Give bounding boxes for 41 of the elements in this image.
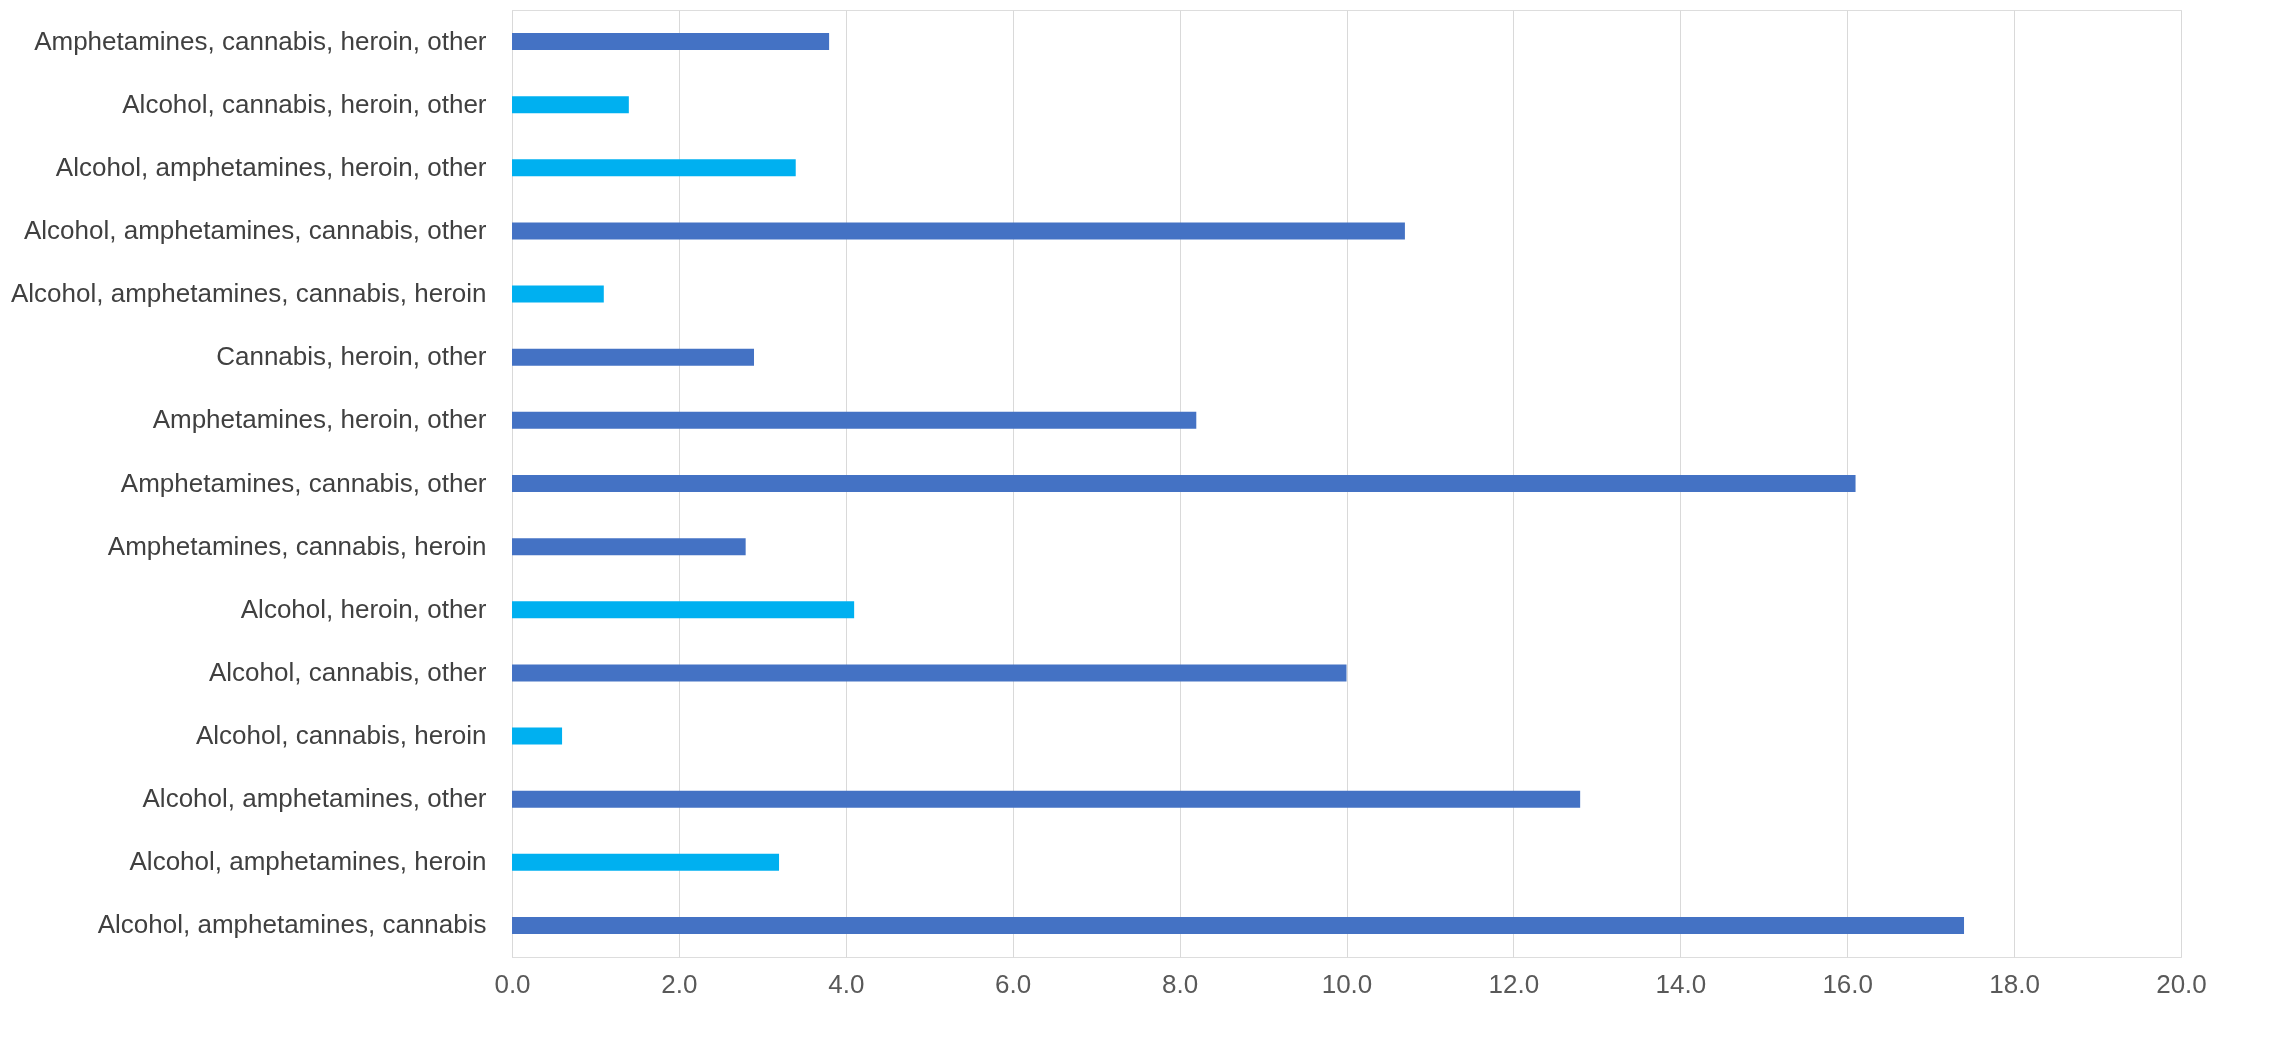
y-tick-label: Amphetamines, cannabis, other — [120, 467, 487, 498]
y-tick-label: Alcohol, amphetamines, heroin — [129, 846, 487, 877]
y-tick-label: Alcohol, heroin, other — [240, 593, 487, 624]
y-tick-label: Amphetamines, cannabis, heroin — [107, 530, 487, 561]
x-tick-label: 18.0 — [1989, 968, 2040, 999]
x-tick-label: 4.0 — [828, 968, 865, 999]
bar — [512, 601, 855, 619]
bar — [512, 96, 629, 114]
bar — [512, 348, 755, 366]
bar — [512, 790, 1581, 808]
bar — [512, 222, 1405, 240]
y-tick-label: Alcohol, cannabis, heroin — [195, 720, 487, 751]
x-tick-label: 10.0 — [1321, 968, 1373, 999]
bar — [512, 411, 1197, 429]
x-tick-label: 16.0 — [1822, 968, 1873, 999]
y-tick-label: Alcohol, amphetamines, cannabis — [97, 909, 487, 940]
y-tick-label: Alcohol, amphetamines, other — [142, 783, 487, 814]
y-tick-label: Cannabis, heroin, other — [216, 341, 487, 372]
y-tick-label: Alcohol, amphetamines, heroin, other — [55, 151, 487, 182]
y-tick-label: Amphetamines, cannabis, heroin, other — [34, 25, 487, 56]
x-tick-label: 14.0 — [1655, 968, 1707, 999]
bar — [512, 159, 796, 177]
y-tick-label: Amphetamines, heroin, other — [152, 404, 487, 435]
y-tick-label: Alcohol, cannabis, other — [208, 656, 487, 687]
x-tick-label: 20.0 — [2156, 968, 2207, 999]
bar — [512, 33, 830, 51]
x-tick-label: 0.0 — [494, 968, 531, 999]
bar — [512, 664, 1347, 682]
bar — [512, 853, 780, 871]
x-tick-label: 2.0 — [661, 968, 698, 999]
bar — [512, 538, 746, 556]
bar — [512, 285, 604, 303]
x-tick-label: 8.0 — [1162, 968, 1199, 999]
bar — [512, 916, 1965, 934]
y-tick-label: Alcohol, cannabis, heroin, other — [122, 88, 487, 119]
x-tick-label: 6.0 — [995, 968, 1032, 999]
y-tick-label: Alcohol, amphetamines, cannabis, heroin — [10, 278, 487, 309]
x-tick-label: 12.0 — [1488, 968, 1540, 999]
bar — [512, 727, 563, 745]
y-tick-label: Alcohol, amphetamines, cannabis, other — [24, 214, 487, 245]
bar — [512, 475, 1856, 492]
